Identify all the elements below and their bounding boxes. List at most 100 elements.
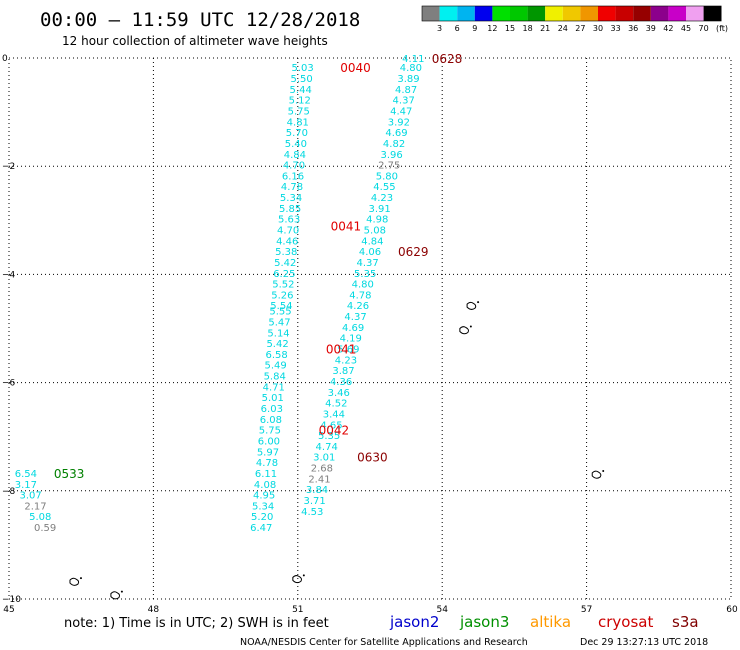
- wave-height-value: 4.81: [287, 117, 309, 128]
- colorbar-swatch: [422, 6, 440, 21]
- wave-height-value: 4.69: [342, 323, 364, 334]
- wave-height-value: 5.42: [274, 258, 296, 269]
- map-frame: [8, 57, 732, 600]
- colorbar-tick-label: 6: [455, 24, 460, 33]
- colorbar-border: [421, 5, 722, 22]
- wave-height-value: 4.74: [316, 442, 338, 453]
- colorbar-tick-label: 42: [663, 24, 673, 33]
- pass-time-label: 0628: [432, 52, 463, 66]
- chart-subtitle: 12 hour collection of altimeter wave hei…: [62, 34, 328, 48]
- colorbar-swatch: [686, 6, 704, 21]
- y-axis-ticks: 0 −2 −4 −6 −8 −10: [2, 54, 21, 605]
- wave-height-value: 4.70: [283, 161, 305, 172]
- pass-time-label: 0042: [319, 424, 350, 438]
- pass-time-label: 0041: [326, 343, 357, 357]
- wave-height-value: 4.55: [373, 182, 395, 193]
- wave-height-value: 5.40: [285, 139, 307, 150]
- colorbar-tick-label: 15: [505, 24, 515, 33]
- colorbar-swatch: [457, 6, 475, 21]
- wave-height-value: 4.52: [325, 399, 347, 410]
- wave-height-value: 4.71: [263, 382, 285, 393]
- x-tick-label: 45: [3, 605, 14, 615]
- wave-height-value: 4.36: [330, 377, 352, 388]
- colorbar-swatch: [598, 6, 616, 21]
- colorbar-swatch: [650, 6, 669, 21]
- wave-height-value: 5.97: [257, 447, 279, 458]
- wave-height-value: 2.17: [24, 501, 46, 512]
- legend-note: note: 1) Time is in UTC; 2) SWH is in fe…: [64, 616, 329, 631]
- wave-height-value: 4.87: [395, 85, 417, 96]
- colorbar-swatch: [439, 6, 458, 21]
- wave-height-value: 4.70: [277, 225, 299, 236]
- colorbar-unit: (ft): [716, 24, 728, 33]
- wave-height-value: 6.11: [255, 469, 277, 480]
- y-tick-label: −8: [2, 487, 16, 497]
- wave-height-value: 6.54: [15, 469, 37, 480]
- x-tick-label: 54: [436, 605, 448, 615]
- x-tick-label: 60: [726, 605, 738, 615]
- map-grid: [9, 58, 731, 599]
- y-tick-label: −2: [2, 162, 15, 172]
- wave-height-value: 3.87: [332, 366, 354, 377]
- islands-east-1: [466, 301, 480, 310]
- x-tick-label: 51: [292, 605, 303, 615]
- islands-east-2: [459, 325, 472, 335]
- pass-time-label: 0629: [398, 245, 429, 259]
- wave-height-value: 3.07: [20, 491, 42, 502]
- wave-height-value: 2.41: [308, 474, 330, 485]
- colorbar-tick-label: 36: [628, 24, 638, 33]
- colorbar-swatch: [492, 6, 510, 21]
- wave-height-value: 6.16: [282, 171, 304, 182]
- wave-height-value: 5.35: [354, 269, 376, 280]
- island-east-3: [591, 469, 605, 479]
- colorbar-tick-label: 3: [437, 24, 442, 33]
- wave-height-value: 6.08: [260, 415, 282, 426]
- island-west-2: [110, 590, 123, 600]
- wave-height-value: 4.37: [344, 312, 366, 323]
- pass-time-label: 0041: [331, 220, 362, 234]
- satellite-legend-cryosat: cryosat: [598, 613, 653, 631]
- wave-height-value: 4.80: [352, 280, 374, 291]
- wave-height-value: 6.00: [258, 436, 280, 447]
- footer-credit: NOAA/NESDIS Center for Satellite Applica…: [240, 637, 528, 648]
- wave-height-value: 5.80: [376, 171, 398, 182]
- wave-height-value: 4.08: [254, 480, 276, 491]
- wave-height-value: 5.08: [364, 225, 386, 236]
- y-tick-label: −6: [2, 379, 16, 389]
- colorbar-swatch: [510, 6, 528, 21]
- wave-height-value: 5.44: [290, 85, 312, 96]
- wave-height-value: 5.69: [337, 345, 359, 356]
- wave-height-value: 5.54: [270, 301, 292, 312]
- wave-height-value: 4.98: [366, 215, 388, 226]
- wave-height-value: 4.82: [383, 139, 405, 150]
- wave-height-value: 5.38: [275, 247, 297, 258]
- wave-height-value: 3.46: [328, 388, 350, 399]
- wave-height-value: 5.47: [268, 317, 290, 328]
- wave-height-value: 4.65: [320, 420, 342, 431]
- wave-height-value: 5.34: [280, 193, 302, 204]
- wave-height-value: 4.84: [361, 236, 383, 247]
- y-tick-label: −4: [2, 270, 16, 280]
- colorbar-swatch: [668, 6, 686, 21]
- colorbar-tick-label: 45: [681, 24, 691, 33]
- wave-height-tracks: 5.035.505.445.125.754.815.705.404.844.70…: [15, 54, 425, 534]
- wave-height-value: 4.37: [393, 96, 415, 107]
- colorbar-swatch: [615, 6, 634, 21]
- wave-height-value: 5.42: [266, 339, 288, 350]
- wave-height-value: 6.47: [250, 523, 272, 534]
- wave-height-value: 2.68: [311, 464, 333, 475]
- colorbar-tick-label: 70: [699, 24, 709, 33]
- wave-height-value: 5.55: [269, 307, 291, 318]
- wave-height-value: 6.58: [265, 350, 287, 361]
- wave-height-value: 4.37: [356, 258, 378, 269]
- wave-height-value: 3.84: [306, 485, 328, 496]
- wave-height-value: 5.75: [288, 106, 310, 117]
- wave-height-value: 3.71: [304, 496, 326, 507]
- x-tick-label: 57: [581, 605, 592, 615]
- wave-height-value: 5.03: [291, 63, 313, 74]
- wave-height-value: 3.96: [381, 150, 403, 161]
- colorbar-tick-label: 9: [472, 24, 477, 33]
- wave-height-value: 5.52: [272, 280, 294, 291]
- satellite-legend-s3a: s3a: [672, 613, 699, 631]
